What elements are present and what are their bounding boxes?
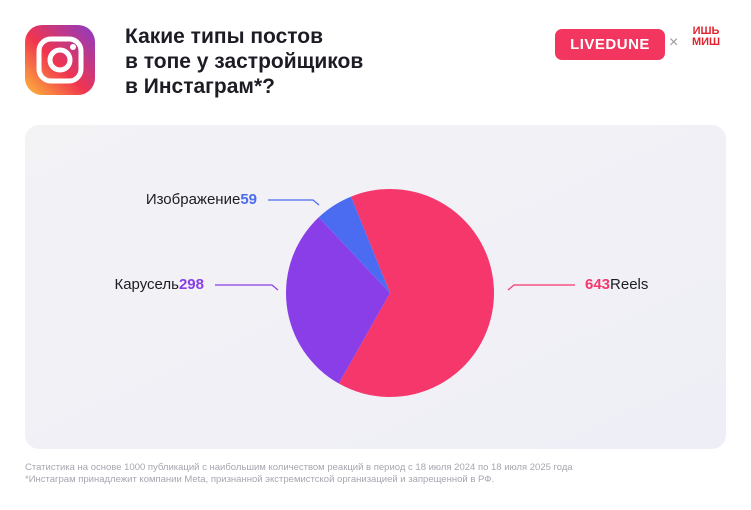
leader-line: [215, 284, 279, 291]
slice-label: Карусель298: [114, 276, 204, 293]
leader-line: [268, 199, 320, 206]
footnotes: Статистика на основе 1000 публикаций с н…: [25, 462, 573, 486]
title-line: Какие типы постов: [125, 25, 323, 48]
chart-title: Какие типы постов в топе у застройщиков …: [125, 24, 363, 99]
chart: 643Reels Карусель298 Изображение59: [25, 125, 726, 449]
value-label: 643: [585, 276, 610, 293]
instagram-logo: [25, 25, 95, 95]
title-line: в топе у застройщиков: [125, 50, 364, 73]
slice-label: Изображение59: [146, 191, 257, 208]
value-label: 59: [240, 191, 257, 208]
separator: ×: [669, 34, 679, 51]
category-label: Reels: [610, 276, 648, 293]
leader-line: [507, 284, 575, 291]
brand-logo: LIVEDUNE: [555, 29, 665, 60]
partner-logo: ИШЬ МИШ: [691, 25, 721, 48]
title-line: в Инстаграм*?: [125, 75, 275, 98]
footnote: *Инстаграм принадлежит компании Meta, пр…: [25, 474, 495, 485]
footnote: Статистика на основе 1000 публикаций с н…: [25, 462, 573, 473]
category-label: Карусель: [114, 276, 179, 293]
category-label: Изображение: [146, 191, 241, 208]
pie-slice: [318, 196, 390, 293]
slice-label: 643Reels: [585, 276, 648, 293]
pie-slice: [338, 189, 495, 398]
value-label: 298: [179, 276, 204, 293]
pie-slice: [285, 217, 390, 384]
